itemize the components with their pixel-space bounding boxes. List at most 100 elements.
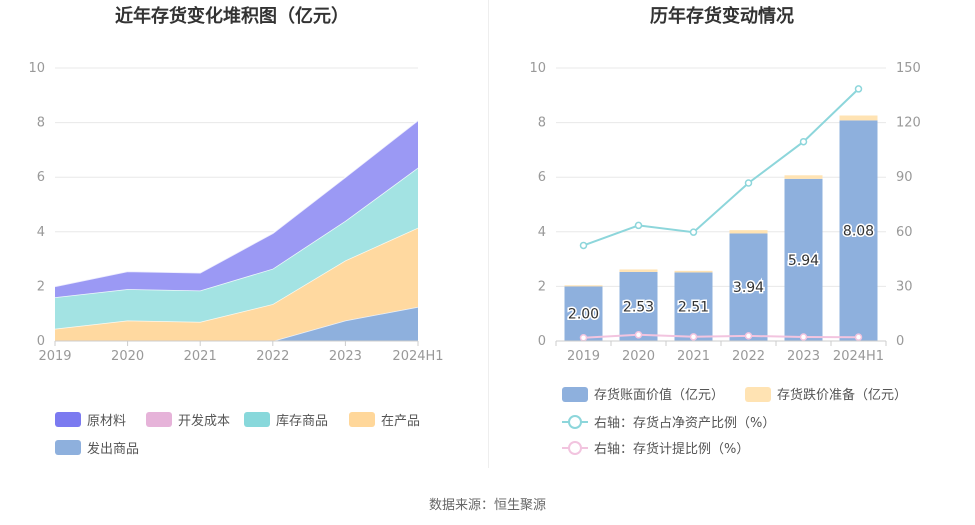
line-point bbox=[634, 331, 643, 339]
line-point bbox=[579, 333, 588, 342]
legend-marker bbox=[568, 441, 582, 455]
panel-divider bbox=[488, 0, 489, 468]
left-areas bbox=[54, 119, 419, 342]
legend-label: 在产品 bbox=[381, 414, 420, 429]
line-point bbox=[579, 241, 588, 250]
bar-impairment bbox=[564, 285, 603, 287]
right-y-tick-label: 4 bbox=[538, 225, 546, 240]
right-y2-tick-label: 150 bbox=[896, 61, 921, 76]
right-y2-tick-label: 120 bbox=[896, 116, 921, 131]
right-y-tick-label: 10 bbox=[529, 61, 546, 76]
right-x-tick-label: 2020 bbox=[622, 349, 655, 364]
data-source: 数据来源：恒生聚源 bbox=[428, 498, 546, 513]
bar-book-value bbox=[729, 233, 768, 341]
line-series bbox=[583, 333, 859, 339]
legend-marker bbox=[568, 415, 582, 429]
bar-data-label: 2.53 bbox=[623, 299, 654, 315]
left-y-tick-label: 8 bbox=[37, 116, 45, 131]
bar-data-label: 3.94 bbox=[733, 280, 764, 296]
bar-book-value bbox=[674, 272, 713, 341]
legend-swatch bbox=[146, 412, 172, 427]
line-point bbox=[744, 179, 753, 187]
line-point bbox=[799, 137, 808, 146]
bar-data-label: 2.00 bbox=[568, 307, 599, 323]
line-point bbox=[744, 332, 753, 340]
right-y2-tick-label: 90 bbox=[896, 170, 913, 185]
right-x-tick-label: 2019 bbox=[567, 349, 600, 364]
left-y-tick-label: 6 bbox=[37, 170, 45, 185]
legend-label: 存货账面价值（亿元） bbox=[594, 387, 724, 403]
right-gridlines bbox=[556, 67, 886, 287]
left-y-tick-label: 2 bbox=[37, 279, 45, 294]
line-point bbox=[634, 221, 643, 230]
bar-impairment bbox=[729, 230, 768, 234]
legend-label: 右轴：存货占净资产比例（%） bbox=[594, 415, 775, 431]
legend-swatch bbox=[745, 387, 771, 402]
line-series bbox=[583, 88, 860, 247]
left-x-tick-label: 2020 bbox=[111, 349, 144, 364]
legend-swatch bbox=[244, 412, 270, 427]
bar-book-value bbox=[784, 178, 823, 341]
right-y-tick-label: 8 bbox=[538, 116, 546, 131]
right-y2-tick-label: 60 bbox=[896, 225, 913, 240]
legend-label: 发出商品 bbox=[87, 441, 139, 457]
bar-impairment bbox=[839, 115, 878, 121]
left-stacked-area-chart: 近年存货变化堆积图（亿元） 0 2 4 6 8 10 2019 2020 2021 2022 202… bbox=[28, 5, 443, 457]
line-point bbox=[854, 333, 863, 341]
bar-impairment bbox=[619, 269, 658, 272]
right-y2-tick-label: 30 bbox=[896, 279, 913, 294]
bar-impairment bbox=[674, 270, 713, 273]
right-chart-title: 历年存货变动情况 bbox=[650, 5, 794, 27]
right-x-tick-label: 2024H1 bbox=[833, 349, 884, 364]
right-lines bbox=[579, 85, 863, 342]
bar-book-value bbox=[564, 286, 603, 341]
right-bars: 2.00 2.53 2.51 3.94 5.94 8.08 bbox=[564, 115, 878, 341]
right-axes: 0 2 4 6 8 10 0 30 60 90 120 150 2019 2020 2021 2022 2023… bbox=[529, 61, 920, 364]
left-y-tick-label: 10 bbox=[28, 61, 45, 76]
bar-data-label: 2.51 bbox=[678, 300, 709, 316]
area-series-edge bbox=[54, 119, 419, 288]
left-x-tick-label: 2021 bbox=[184, 349, 217, 364]
right-x-tick-label: 2021 bbox=[677, 349, 710, 364]
left-x-tick-label: 2019 bbox=[38, 349, 71, 364]
right-x-tick-label: 2022 bbox=[732, 349, 765, 364]
legend-swatch bbox=[55, 440, 81, 455]
right-y-tick-label: 2 bbox=[538, 279, 546, 294]
area-series bbox=[55, 306, 418, 341]
right-legend: 存货账面价值（亿元） 存货跌价准备（亿元）右轴：存货占净资产比例（%） 右轴：存货计… bbox=[562, 387, 907, 457]
area-series-edge bbox=[54, 166, 419, 299]
legend-label: 开发成本 bbox=[178, 413, 230, 429]
left-y-tick-label: 4 bbox=[37, 225, 45, 240]
legend-label: 右轴：存货计提比例（%） bbox=[594, 441, 749, 457]
area-series-edge bbox=[54, 227, 419, 330]
legend-label: 库存商品 bbox=[276, 413, 328, 429]
line-point bbox=[689, 228, 698, 236]
left-axes: 0 2 4 6 8 10 2019 2020 2021 2022 2023 2024H1 bbox=[28, 61, 443, 364]
legend-swatch bbox=[349, 412, 375, 427]
bar-book-value bbox=[619, 271, 658, 341]
right-y-tick-label: 0 bbox=[538, 334, 546, 349]
left-chart-title: 近年存货变化堆积图（亿元） bbox=[115, 5, 349, 27]
legend-label: 原材料 bbox=[87, 414, 126, 429]
left-y-tick-label: 0 bbox=[37, 334, 45, 349]
right-bar-line-chart: 历年存货变动情况 2.00 2.53 2.51 3.94 5.94 8.08 0 2 4 6 8 1… bbox=[529, 5, 920, 457]
bar-book-value bbox=[839, 120, 878, 341]
bar-data-label: 5.94 bbox=[788, 253, 819, 269]
area-series bbox=[55, 227, 418, 341]
left-x-tick-label: 2022 bbox=[256, 349, 289, 364]
left-x-tick-label: 2023 bbox=[329, 349, 362, 364]
bar-impairment bbox=[784, 175, 823, 179]
line-point bbox=[689, 333, 698, 341]
right-x-tick-label: 2023 bbox=[787, 349, 820, 364]
right-y-tick-label: 6 bbox=[538, 170, 546, 185]
right-y2-tick-label: 0 bbox=[896, 334, 904, 349]
legend-swatch bbox=[55, 412, 81, 427]
legend-swatch bbox=[562, 387, 588, 402]
line-point bbox=[854, 85, 863, 93]
legend-label: 存货跌价准备（亿元） bbox=[777, 387, 907, 403]
area-series bbox=[55, 167, 418, 329]
left-x-tick-label: 2024H1 bbox=[392, 349, 443, 364]
line-point bbox=[799, 333, 808, 341]
